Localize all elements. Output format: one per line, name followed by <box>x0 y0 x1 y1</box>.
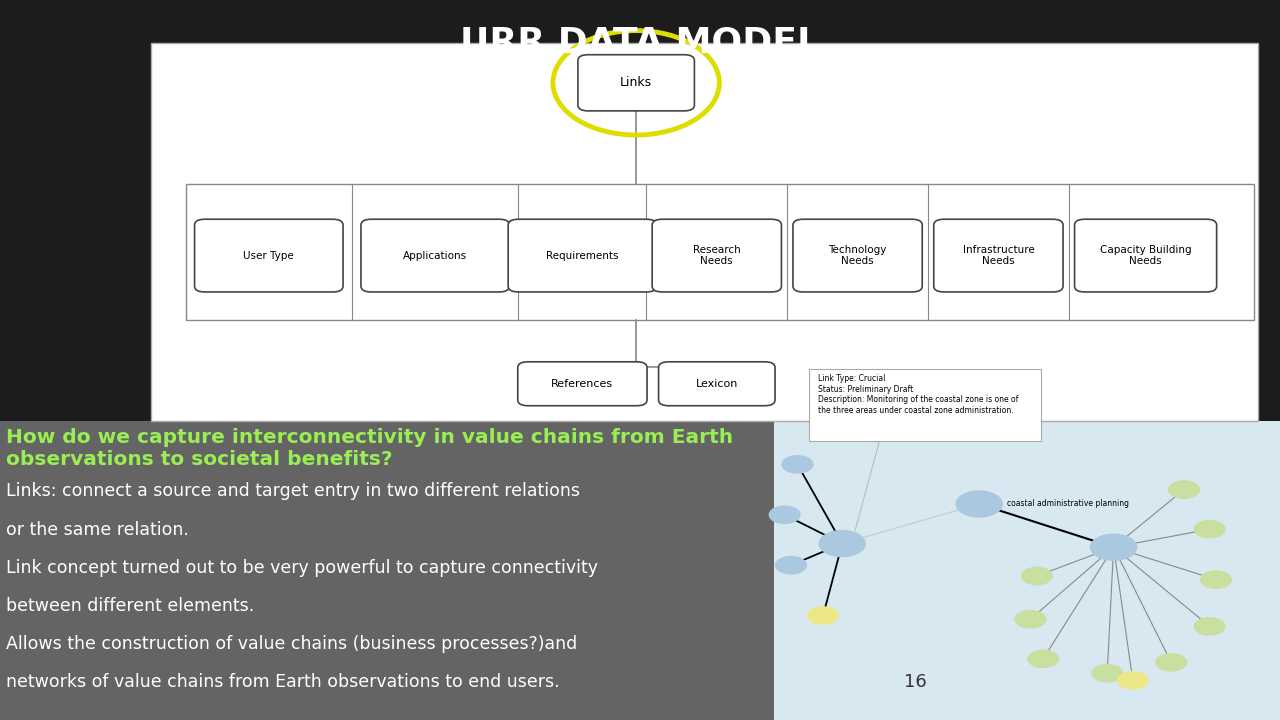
Text: Infrastructure
Needs: Infrastructure Needs <box>963 245 1034 266</box>
Text: Research
Needs: Research Needs <box>692 245 741 266</box>
Circle shape <box>1092 665 1123 682</box>
Text: Requirements: Requirements <box>547 251 618 261</box>
FancyBboxPatch shape <box>151 43 1258 421</box>
Text: Lexicon: Lexicon <box>695 379 739 389</box>
Text: or the same relation.: or the same relation. <box>6 521 189 539</box>
FancyBboxPatch shape <box>0 421 774 720</box>
Circle shape <box>1194 618 1225 635</box>
Circle shape <box>808 607 838 624</box>
Text: 16: 16 <box>904 673 927 691</box>
Text: between different elements.: between different elements. <box>6 597 255 615</box>
Circle shape <box>1194 521 1225 538</box>
FancyBboxPatch shape <box>361 219 509 292</box>
Text: Link Type: Crucial
Status: Preliminary Draft
Description: Monitoring of the coas: Link Type: Crucial Status: Preliminary D… <box>818 374 1019 415</box>
FancyBboxPatch shape <box>195 219 343 292</box>
Circle shape <box>1015 611 1046 628</box>
FancyBboxPatch shape <box>934 219 1062 292</box>
Circle shape <box>956 491 1002 517</box>
Text: coastal administrative planning: coastal administrative planning <box>1007 500 1129 508</box>
Circle shape <box>1091 534 1137 560</box>
FancyBboxPatch shape <box>653 219 781 292</box>
FancyBboxPatch shape <box>579 55 694 111</box>
Text: User Type: User Type <box>243 251 294 261</box>
Text: Applications: Applications <box>403 251 467 261</box>
Circle shape <box>782 456 813 473</box>
Text: networks of value chains from Earth observations to end users.: networks of value chains from Earth obse… <box>6 673 561 691</box>
Text: Link concept turned out to be very powerful to capture connectivity: Link concept turned out to be very power… <box>6 559 599 577</box>
Circle shape <box>819 531 865 557</box>
Circle shape <box>1028 650 1059 667</box>
Text: Capacity Building
Needs: Capacity Building Needs <box>1100 245 1192 266</box>
Circle shape <box>776 557 806 574</box>
Text: Allows the construction of value chains (business processes?)and: Allows the construction of value chains … <box>6 635 577 653</box>
Circle shape <box>1021 567 1052 585</box>
FancyBboxPatch shape <box>794 219 922 292</box>
Circle shape <box>1169 481 1199 498</box>
FancyBboxPatch shape <box>517 362 648 406</box>
Text: How do we capture interconnectivity in value chains from Earth
observations to s: How do we capture interconnectivity in v… <box>6 428 733 469</box>
FancyBboxPatch shape <box>774 421 1280 720</box>
FancyBboxPatch shape <box>186 184 1254 320</box>
Text: References: References <box>552 379 613 389</box>
Text: Links: connect a source and target entry in two different relations: Links: connect a source and target entry… <box>6 482 580 500</box>
FancyBboxPatch shape <box>659 362 776 406</box>
Text: Technology
Needs: Technology Needs <box>828 245 887 266</box>
Circle shape <box>769 506 800 523</box>
FancyBboxPatch shape <box>809 369 1041 441</box>
Circle shape <box>1201 571 1231 588</box>
Text: Links: Links <box>620 76 653 89</box>
Text: URR DATA MODEL: URR DATA MODEL <box>460 25 820 59</box>
FancyBboxPatch shape <box>1075 219 1217 292</box>
Circle shape <box>1156 654 1187 671</box>
Circle shape <box>1117 672 1148 689</box>
FancyBboxPatch shape <box>508 219 657 292</box>
